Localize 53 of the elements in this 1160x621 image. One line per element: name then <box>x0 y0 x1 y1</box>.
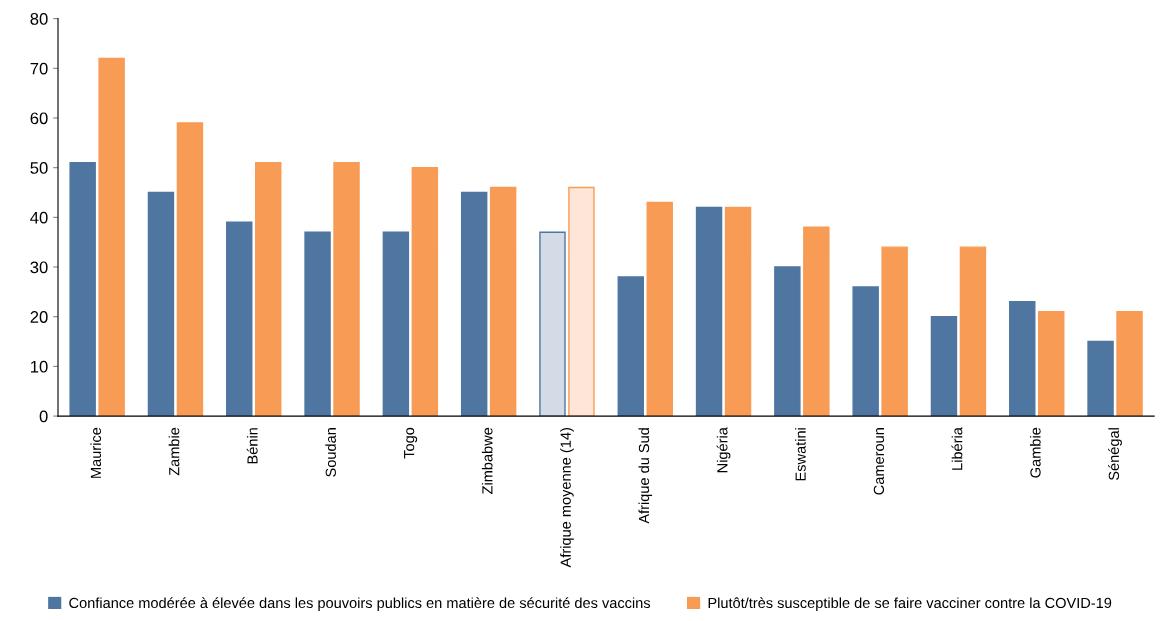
y-tick-label: 0 <box>39 410 48 423</box>
x-tick-label: Zimbabwe <box>481 427 493 494</box>
bar <box>411 166 439 417</box>
x-tick-label: Afrique moyenne (14) <box>560 428 574 568</box>
y-tick-label: 10 <box>31 360 48 373</box>
bar <box>803 226 830 417</box>
bar <box>1009 301 1036 417</box>
x-tick-label: Sénégal <box>1108 428 1122 481</box>
bar <box>646 201 673 417</box>
x-tick-label: Gambie <box>1029 427 1041 478</box>
legend-label: Plutôt/très susceptible de se faire vacciner contre la COVID-19 <box>708 597 1112 611</box>
y-tick-label: 80 <box>30 13 48 25</box>
x-tick-label: Afrique du Sud <box>638 428 653 524</box>
bar <box>959 246 987 417</box>
bar <box>460 191 488 417</box>
bar <box>774 266 801 417</box>
x-tick-label: Libéria <box>951 427 963 470</box>
x-tick-label: Togo <box>404 427 418 459</box>
legend-label: Confiance modérée à élevée dans les pouvoirs publics en matière de sécurité des vaccins <box>69 597 651 611</box>
x-tick-label: Maurice <box>90 427 102 478</box>
bar <box>382 231 410 417</box>
y-tick-label: 30 <box>30 261 48 274</box>
x-tick-label: Nigéria <box>716 427 731 473</box>
x-tick-label: Soudan <box>325 428 336 477</box>
bar <box>304 231 331 417</box>
bar <box>539 231 566 417</box>
bar <box>881 246 908 417</box>
bar <box>617 276 644 417</box>
bar <box>1087 340 1114 417</box>
bar <box>226 221 253 417</box>
y-tick-label: 40 <box>30 211 48 224</box>
x-tick-label: Bénin <box>246 428 258 464</box>
y-tick-label: 50 <box>30 162 48 174</box>
bar <box>724 206 752 417</box>
bar <box>1116 311 1143 417</box>
bar <box>98 57 125 417</box>
bar <box>568 186 595 417</box>
bar <box>147 191 175 417</box>
y-tick-label: 20 <box>30 311 48 323</box>
x-tick-label: Eswatini <box>795 428 806 481</box>
x-tick-label: Zambie <box>168 427 180 476</box>
y-tick-label: 60 <box>30 112 48 125</box>
bar <box>176 122 204 417</box>
bar <box>930 316 958 417</box>
bar <box>852 286 879 417</box>
x-tick-label: Cameroun <box>873 428 885 495</box>
bar <box>489 186 517 417</box>
bar <box>69 162 96 417</box>
bar <box>1038 311 1065 417</box>
bar <box>695 206 723 417</box>
y-tick-label: 70 <box>30 62 48 75</box>
bar <box>255 162 282 417</box>
bar <box>333 162 360 417</box>
